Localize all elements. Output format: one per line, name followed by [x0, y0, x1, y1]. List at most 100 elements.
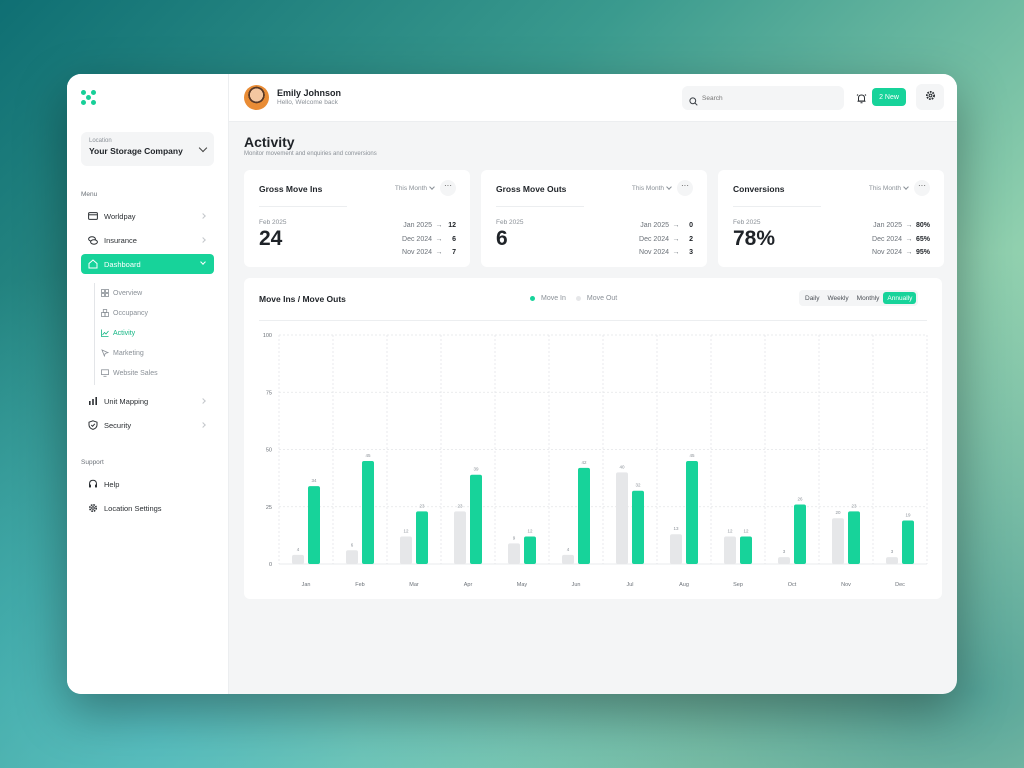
location-selector[interactable]: Location Your Storage Company [81, 132, 214, 166]
history-row: Jan 2025 → 12 [392, 219, 456, 233]
headset-icon [88, 479, 98, 489]
app-window: Location Your Storage Company Menu World… [67, 74, 957, 694]
more-button[interactable]: ··· [440, 180, 456, 196]
history-list: Jan 2025 → 0 Dec 2024 → 2 Nov 2024 → 3 [629, 219, 693, 260]
menu-section-title: Menu [81, 191, 98, 198]
support-section-title: Support [81, 459, 104, 466]
subnav-item-overview[interactable]: Overview [101, 286, 201, 300]
new-notifications-badge[interactable]: 2 New [872, 88, 906, 106]
period-dropdown[interactable]: This Month [869, 185, 908, 192]
range-weekly-button[interactable]: Weekly [827, 294, 849, 302]
divider [733, 206, 821, 207]
logo-icon[interactable] [81, 90, 97, 106]
history-row: Nov 2024 → 7 [392, 246, 456, 260]
more-button[interactable]: ··· [677, 180, 693, 196]
sidebar-item-worldpay[interactable]: Worldpay [81, 206, 214, 226]
bell-icon[interactable] [856, 91, 867, 109]
location-value: Your Storage Company [89, 146, 183, 156]
subnav-label: Marketing [113, 349, 144, 357]
sidebar-item-label: Location Settings [104, 503, 162, 513]
x-tick-label: Feb [355, 582, 364, 588]
page-title: Activity [244, 134, 295, 150]
history-value: 12 [448, 222, 456, 230]
sidebar-item-insurance[interactable]: Insurance [81, 230, 214, 250]
sidebar-item-unit-mapping[interactable]: Unit Mapping [81, 391, 214, 411]
subnav-label: Occupancy [113, 309, 149, 317]
bar-move-in [686, 460, 698, 564]
bar-move-in [902, 520, 914, 564]
x-tick-label: Aug [679, 582, 689, 588]
sidebar-item-location-settings[interactable]: Location Settings [81, 498, 214, 518]
bar-move-out [562, 554, 574, 564]
bar-move-in [578, 467, 590, 564]
chart-title: Move Ins / Move Outs [259, 294, 346, 304]
bar-move-out [832, 518, 844, 564]
subnav-item-website-sales[interactable]: Website Sales [101, 366, 201, 380]
history-month: Nov 2024 [872, 249, 902, 257]
current-value: 6 [496, 227, 508, 250]
divider [259, 320, 927, 321]
welcome-text: Hello, Welcome back [277, 99, 338, 106]
bar-move-in [848, 511, 860, 564]
chevron-right-icon [200, 398, 206, 404]
current-month: Feb 2025 [496, 219, 524, 226]
subnav-item-marketing[interactable]: Marketing [101, 346, 201, 360]
cursor-icon [101, 349, 109, 357]
arrow-right-icon: → [905, 249, 913, 257]
history-month: Jan 2025 [873, 222, 902, 230]
history-value: 95% [915, 249, 930, 257]
data-label-move-in: 12 [527, 529, 533, 534]
history-month: Dec 2024 [872, 235, 902, 243]
history-row: Dec 2024 → 6 [392, 233, 456, 247]
card-icon [88, 211, 98, 221]
subnav-item-activity[interactable]: Activity [101, 326, 201, 340]
legend-item-move-in[interactable]: Move In [530, 295, 566, 302]
sidebar-item-help[interactable]: Help [81, 474, 214, 494]
bar-move-out [616, 472, 628, 564]
data-label-move-out: 13 [673, 526, 679, 531]
history-month: Dec 2024 [639, 235, 669, 243]
bar-move-out [454, 511, 466, 564]
avatar[interactable] [244, 85, 269, 110]
subnav-label: Overview [113, 289, 143, 297]
data-label-move-in: 19 [905, 512, 911, 517]
location-label: Location [89, 138, 112, 144]
more-button[interactable]: ··· [914, 180, 930, 196]
period-dropdown[interactable]: This Month [632, 185, 671, 192]
bar-move-out [508, 543, 520, 564]
subnav-label: Activity [113, 329, 136, 337]
y-tick-label: 25 [266, 505, 272, 511]
y-tick-label: 50 [266, 448, 272, 454]
history-month: Nov 2024 [639, 249, 669, 257]
divider [259, 206, 347, 207]
bar-move-out [400, 536, 412, 564]
data-label-move-out: 9 [513, 535, 516, 540]
bar-move-out [778, 557, 790, 564]
range-annually-button[interactable]: Annually [883, 292, 917, 304]
data-label-move-out: 4 [297, 547, 300, 552]
legend-item-move-out[interactable]: Move Out [575, 295, 617, 302]
settings-button[interactable] [916, 84, 944, 110]
sidebar-item-label: Insurance [104, 235, 137, 245]
history-row: Jan 2025 → 80% [862, 219, 930, 233]
range-daily-button[interactable]: Daily [805, 294, 820, 302]
legend-dot [530, 296, 535, 301]
data-label-move-in: 45 [689, 453, 695, 458]
sidebar-item-dashboard[interactable]: Dashboard [81, 254, 214, 274]
bar-move-in [416, 511, 428, 564]
range-monthly-button[interactable]: Monthly [856, 294, 880, 302]
bar-move-in [794, 504, 806, 564]
history-value: 2 [689, 235, 693, 243]
data-label-move-out: 20 [835, 510, 841, 515]
search-input[interactable] [682, 86, 844, 110]
period-dropdown[interactable]: This Month [395, 185, 434, 192]
history-row: Dec 2024 → 65% [862, 233, 930, 247]
bar-chart: 0255075100434Jan645Feb1223Mar2339Apr912M… [263, 333, 928, 588]
sidebar-item-security[interactable]: Security [81, 415, 214, 435]
data-label-move-out: 4 [567, 547, 570, 552]
sidebar: Location Your Storage Company Menu World… [67, 74, 229, 694]
subnav-item-occupancy[interactable]: Occupancy [101, 306, 201, 320]
x-tick-label: Apr [464, 582, 473, 588]
data-label-move-out: 40 [619, 464, 625, 469]
history-month: Dec 2024 [402, 235, 432, 243]
